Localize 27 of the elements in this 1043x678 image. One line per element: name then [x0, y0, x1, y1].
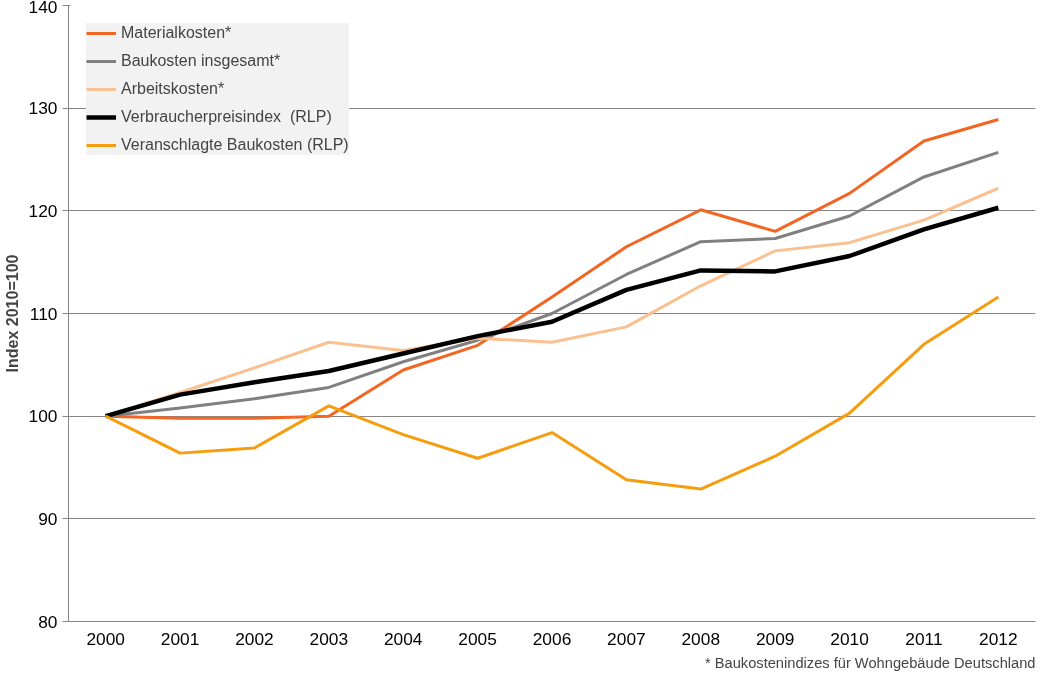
x-tick-label: 2008: [681, 628, 721, 649]
x-tick-label: 2000: [86, 628, 125, 649]
x-tick-label: 2011: [905, 628, 943, 649]
x-tick-label: 2012: [979, 628, 1018, 649]
x-tick-label: 2009: [755, 628, 795, 649]
x-tick-label: 2003: [309, 628, 349, 649]
y-tick-label: 140: [28, 0, 58, 17]
x-tick-label: 2001: [160, 628, 200, 649]
legend-label: Arbeitskosten*: [121, 80, 225, 98]
y-tick-label: 130: [28, 98, 58, 119]
x-tick-label: 2002: [235, 628, 274, 649]
y-tick-label: 90: [38, 508, 58, 529]
y-tick-label: 100: [28, 406, 58, 427]
legend-label: Materialkosten*: [121, 24, 232, 42]
legend-label: Veranschlagte Baukosten (RLP): [121, 136, 349, 154]
x-tick-label: 2006: [532, 628, 572, 649]
y-tick-label: 80: [38, 611, 58, 632]
x-tick-label: 2007: [607, 628, 646, 649]
x-tick-label: 2010: [830, 628, 869, 649]
y-tick-label: 120: [28, 200, 58, 221]
x-tick-label: 2004: [383, 628, 423, 649]
y-tick-label: 110: [29, 303, 58, 324]
legend-label: Baukosten insgesamt*: [121, 52, 281, 70]
legend-label: Verbraucherpreisindex (RLP): [121, 108, 332, 126]
text: * Baukostenindizes für Wohngebäude Deutschland: [704, 654, 1036, 671]
y-axis-title: Index 2010=100: [3, 254, 21, 373]
x-tick-label: 2005: [458, 628, 497, 649]
